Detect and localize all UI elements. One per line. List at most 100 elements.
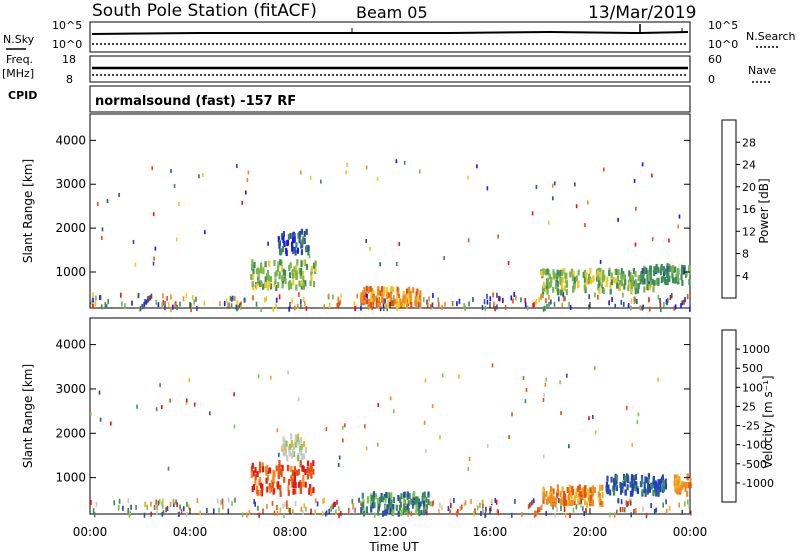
echo-speckle [594,366,596,371]
echo-cell [427,491,430,498]
echo-cell [262,283,265,290]
echo-cell [666,275,669,282]
echo-speckle [482,508,484,514]
echo-speckle [202,173,204,178]
echo-speckle [314,498,317,504]
echo-speckle [439,502,441,508]
echo-speckle [353,507,355,513]
echo-speckle [287,507,290,513]
echo-cell [266,486,269,493]
echo-cell [390,499,393,506]
beam-title: Beam 05 [356,3,428,22]
echo-cell [301,465,304,472]
echo-speckle [457,509,459,515]
echo-cell [267,275,270,282]
echo-speckle [588,416,590,421]
echo-speckle [353,301,356,307]
echo-speckle [558,296,560,302]
echo-speckle [463,303,465,309]
echo-cell [633,475,636,481]
echo-speckle [90,412,92,417]
echo-cell [254,479,257,486]
echo-cell [641,489,644,496]
echo-cell [542,486,545,493]
echo-cell [653,280,656,287]
echo-cell [291,272,294,279]
echo-cell [423,491,426,498]
echo-cell [425,496,428,503]
echo-cell [652,475,655,482]
echo-speckle [90,500,92,505]
echo-speckle [303,300,306,306]
echo-cell [385,287,388,294]
echo-speckle [526,305,529,311]
echo-speckle [426,510,428,516]
echo-cell [251,259,254,266]
echo-speckle [99,295,101,300]
echo-speckle [92,508,95,514]
echo-cell [685,482,688,488]
echo-speckle [541,504,543,510]
echo-speckle [493,301,495,307]
echo-cell [299,437,303,443]
echo-cell [654,481,657,488]
echo-speckle [337,463,340,467]
velocity-data [90,363,692,519]
y-tick-label: 1000 [55,471,86,485]
echo-speckle [185,293,188,298]
echo-speckle [630,512,632,518]
y-tick-label: 4000 [55,338,86,352]
echo-cell [620,268,623,275]
nsky-top-tick: 10^5 [52,19,82,32]
echo-speckle [645,513,648,519]
echo-cell [668,265,671,272]
echo-speckle [195,296,197,302]
echo-cell [679,487,682,494]
echo-cell [395,504,398,511]
colorbar-tick-label: 12 [742,225,756,238]
echo-cell [634,284,637,290]
echo-cell [398,504,402,511]
echo-speckle [173,502,175,507]
echo-cell [683,481,686,488]
echo-cell [614,473,617,480]
echo-cell [281,282,284,289]
echo-cell [400,493,403,500]
echo-speckle [552,196,554,201]
echo-cell [688,279,691,286]
echo-cell [540,270,544,277]
echo-speckle [203,300,206,306]
echo-cell [300,267,303,274]
echo-cell [260,482,263,489]
echo-speckle [236,300,238,306]
colorbar-tick-label: 16 [742,203,756,216]
freq-label: Freq. [6,53,33,66]
echo-speckle [674,304,677,310]
echo-cell [392,300,395,307]
echo-cell [295,274,298,280]
echo-cell [300,279,304,286]
echo-cell [306,460,310,467]
echo-cell [300,449,303,456]
echo-speckle [524,298,526,304]
echo-cell [283,241,286,247]
echo-speckle [176,502,178,508]
echo-cell [564,495,567,502]
cpid-strip [89,85,691,113]
echo-cell [634,288,637,295]
echo-cell [619,285,622,292]
echo-cell [546,268,549,275]
echo-speckle [623,301,625,307]
echo-cell [412,287,415,294]
echo-cell [292,279,295,286]
echo-cell [546,288,549,295]
colorbar-frame [721,119,737,299]
echo-cell [279,259,282,266]
echo-speckle [129,510,131,516]
echo-cell [677,488,680,495]
echo-speckle [365,292,367,298]
echo-cell [384,496,387,503]
echo-speckle [588,294,590,300]
echo-speckle [486,186,489,191]
echo-cell [664,268,667,275]
